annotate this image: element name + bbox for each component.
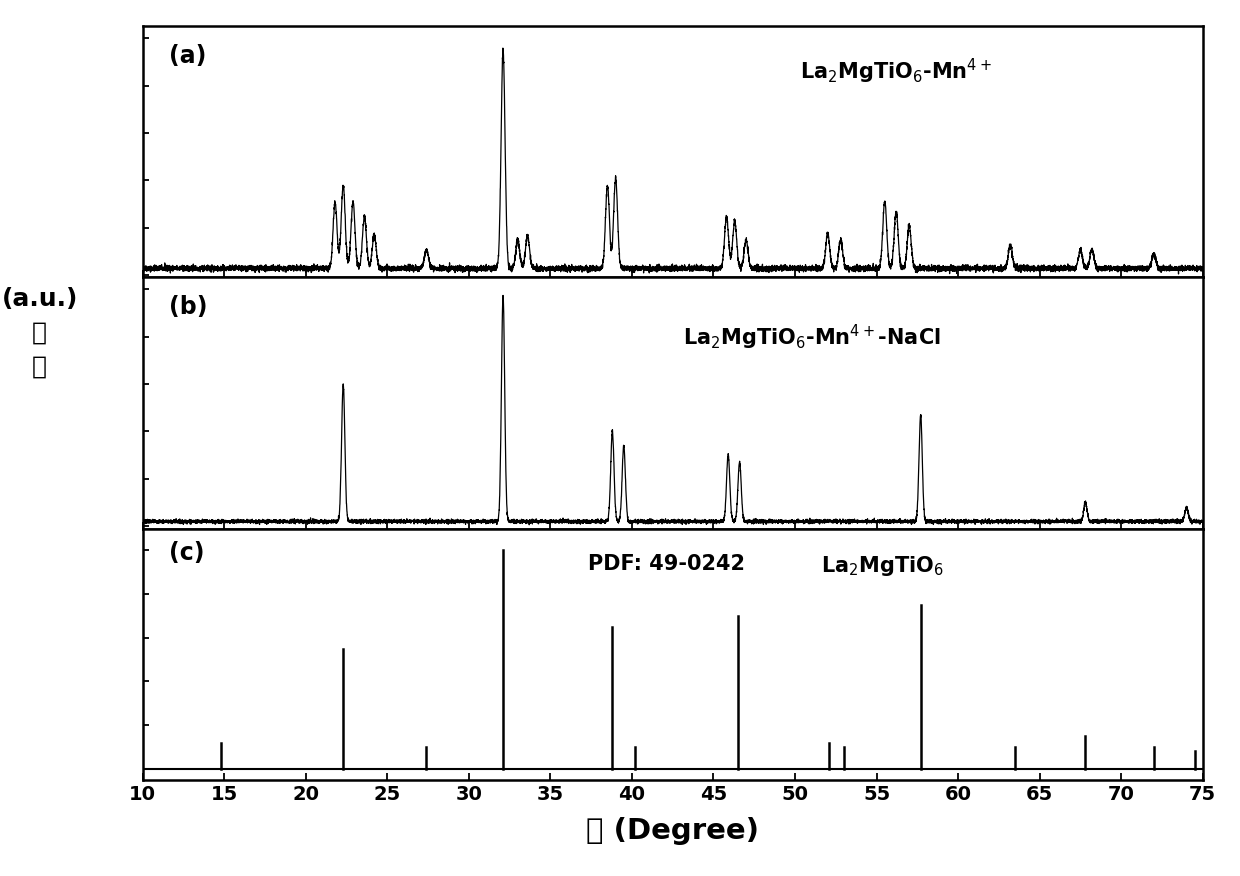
Text: (a.u.)
强
度: (a.u.) 强 度	[1, 287, 78, 378]
Text: La$_2$MgTiO$_6$: La$_2$MgTiO$_6$	[821, 554, 944, 577]
Text: La$_2$MgTiO$_6$-Mn$^{4+}$: La$_2$MgTiO$_6$-Mn$^{4+}$	[800, 56, 992, 86]
Text: La$_2$MgTiO$_6$-Mn$^{4+}$-NaCl: La$_2$MgTiO$_6$-Mn$^{4+}$-NaCl	[683, 322, 941, 352]
Text: PDF: 49-0242: PDF: 49-0242	[588, 554, 745, 574]
Text: (a): (a)	[169, 44, 207, 67]
Text: (b): (b)	[169, 295, 207, 319]
X-axis label: 度 (Degree): 度 (Degree)	[587, 817, 759, 845]
Text: (c): (c)	[169, 541, 205, 565]
